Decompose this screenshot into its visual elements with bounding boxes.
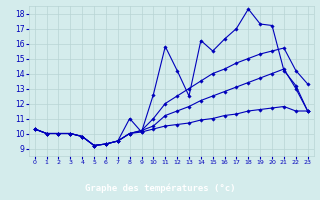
Text: Graphe des températures (°c): Graphe des températures (°c)	[85, 184, 235, 193]
